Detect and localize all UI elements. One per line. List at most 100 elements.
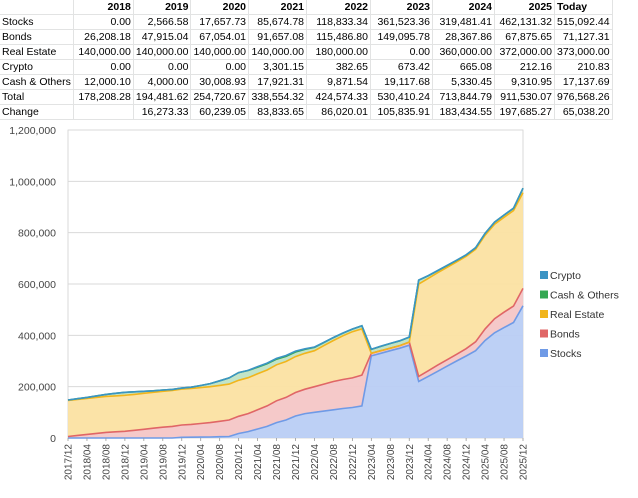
row-label[interactable]: Crypto: [0, 59, 74, 75]
row-label[interactable]: Bonds: [0, 29, 74, 45]
table-cell[interactable]: [73, 104, 134, 120]
table-cell[interactable]: 19,117.68: [370, 74, 433, 90]
x-tick-label: 2024/04: [424, 444, 435, 481]
table-cell[interactable]: 17,657.73: [190, 14, 249, 30]
table-cell[interactable]: 673.42: [370, 59, 433, 75]
table-cell[interactable]: 9,871.54: [306, 74, 371, 90]
table-cell[interactable]: 47,915.04: [133, 29, 192, 45]
table-cell[interactable]: 30,008.93: [190, 74, 249, 90]
table-cell[interactable]: 60,239.05: [190, 104, 249, 120]
table-cell[interactable]: 976,568.26: [554, 89, 613, 105]
table-cell[interactable]: 911,530.07: [494, 89, 555, 105]
table-cell[interactable]: 67,875.65: [494, 29, 555, 45]
table-cell[interactable]: 65,038.20: [554, 104, 613, 120]
table-cell[interactable]: 140,000.00: [190, 44, 249, 60]
x-tick-label: 2018/12: [120, 444, 131, 481]
table-cell[interactable]: 0.00: [73, 59, 134, 75]
table-cell[interactable]: 254,720.67: [190, 89, 249, 105]
table-cell[interactable]: 115,486.80: [306, 29, 371, 45]
table-cell[interactable]: 197,685.27: [494, 104, 555, 120]
table-cell[interactable]: 360,000.00: [432, 44, 495, 60]
table-cell[interactable]: 194,481.62: [133, 89, 192, 105]
table-cell[interactable]: 71,127.31: [554, 29, 613, 45]
row-label[interactable]: Real Estate: [0, 44, 74, 60]
x-tick-label: 2022/04: [310, 444, 321, 481]
table-row: Bonds 26,208.18 47,915.04 67,054.01 91,657.0…: [0, 29, 613, 45]
column-header[interactable]: 2024: [432, 0, 495, 15]
table-cell[interactable]: 424,574.33: [306, 89, 371, 105]
table-cell[interactable]: 180,000.00: [306, 44, 371, 60]
table-cell[interactable]: 91,657.08: [248, 29, 307, 45]
x-tick-label: 2018/04: [82, 444, 93, 481]
table-cell[interactable]: 85,674.78: [248, 14, 307, 30]
x-tick-label: 2023/04: [367, 444, 378, 481]
table-cell[interactable]: 12,000.10: [73, 74, 134, 90]
table-cell[interactable]: 67,054.01: [190, 29, 249, 45]
table-cell[interactable]: 83,833.65: [248, 104, 307, 120]
table-cell[interactable]: 2,566.58: [133, 14, 192, 30]
table-cell[interactable]: 372,000.00: [494, 44, 555, 60]
table-cell[interactable]: 26,208.18: [73, 29, 134, 45]
table-cell[interactable]: 118,833.34: [306, 14, 371, 30]
x-tick-label: 2020/08: [215, 444, 226, 481]
table-cell[interactable]: 515,092.44: [554, 14, 613, 30]
column-header[interactable]: 2025: [494, 0, 555, 15]
table-cell[interactable]: 338,554.32: [248, 89, 307, 105]
legend-swatch: [540, 310, 548, 318]
table-row: Cash & Others 12,000.10 4,000.00 30,008.93 1…: [0, 74, 613, 90]
table-cell[interactable]: 4,000.00: [133, 74, 192, 90]
table-cell[interactable]: 0.00: [370, 44, 433, 60]
column-header[interactable]: [0, 0, 74, 15]
table-cell[interactable]: 210.83: [554, 59, 613, 75]
x-tick-label: 2024/08: [443, 444, 454, 481]
table-cell[interactable]: 16,273.33: [133, 104, 192, 120]
column-header[interactable]: Today: [554, 0, 613, 15]
table-cell[interactable]: 17,921.31: [248, 74, 307, 90]
table-cell[interactable]: 149,095.78: [370, 29, 433, 45]
table-cell[interactable]: 140,000.00: [248, 44, 307, 60]
legend-swatch: [540, 271, 548, 279]
column-header[interactable]: 2023: [370, 0, 433, 15]
table-cell[interactable]: 0.00: [190, 59, 249, 75]
x-tick-label: 2025/04: [481, 444, 492, 481]
column-header[interactable]: 2021: [248, 0, 307, 15]
table-cell[interactable]: 361,523.36: [370, 14, 433, 30]
column-header[interactable]: 2022: [306, 0, 371, 15]
table-cell[interactable]: 382.65: [306, 59, 371, 75]
row-label[interactable]: Total: [0, 89, 74, 105]
row-label[interactable]: Stocks: [0, 14, 74, 30]
row-label[interactable]: Change: [0, 104, 74, 120]
y-tick-label: 400,000: [18, 330, 56, 342]
table-cell[interactable]: 713,844.79: [432, 89, 495, 105]
table-cell[interactable]: 5,330.45: [432, 74, 495, 90]
table-header-row: 2018 2019 2020 2021 2022 2023 2024 2025 Today: [0, 0, 613, 15]
table-cell[interactable]: 140,000.00: [73, 44, 134, 60]
x-tick-label: 2020/04: [196, 444, 207, 481]
column-header[interactable]: 2019: [133, 0, 192, 15]
table-cell[interactable]: 105,835.91: [370, 104, 433, 120]
y-tick-label: 0: [50, 433, 56, 445]
column-header[interactable]: 2018: [73, 0, 134, 15]
column-header[interactable]: 2020: [190, 0, 249, 15]
x-tick-label: 2017/12: [64, 444, 75, 481]
table-cell[interactable]: 9,310.95: [494, 74, 555, 90]
table-cell[interactable]: 530,410.24: [370, 89, 433, 105]
table-cell[interactable]: 178,208.28: [73, 89, 134, 105]
table-cell[interactable]: 319,481.41: [432, 14, 495, 30]
table-cell[interactable]: 3,301.15: [248, 59, 307, 75]
x-tick-label: 2023/08: [386, 444, 397, 481]
table-cell[interactable]: 86,020.01: [306, 104, 371, 120]
table-cell[interactable]: 373,000.00: [554, 44, 613, 60]
table-cell[interactable]: 140,000.00: [133, 44, 192, 60]
table-cell[interactable]: 462,131.32: [494, 14, 555, 30]
table-cell[interactable]: 665.08: [432, 59, 495, 75]
table-cell[interactable]: 17,137.69: [554, 74, 613, 90]
table-cell[interactable]: 183,434.55: [432, 104, 495, 120]
table-cell[interactable]: 212.16: [494, 59, 555, 75]
table-cell[interactable]: 0.00: [73, 14, 134, 30]
table-cell[interactable]: 0.00: [133, 59, 192, 75]
table-row: Real Estate 140,000.00 140,000.00 140,000.0…: [0, 44, 613, 60]
row-label[interactable]: Cash & Others: [0, 74, 74, 90]
x-tick-label: 2022/12: [348, 444, 359, 481]
table-cell[interactable]: 28,367.86: [432, 29, 495, 45]
